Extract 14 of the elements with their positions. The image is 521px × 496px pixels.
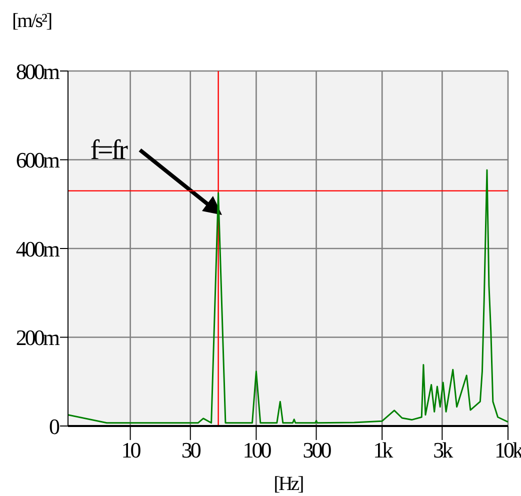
y-tick-label: 800m (16, 58, 60, 84)
y-tick-label: 400m (16, 236, 60, 262)
y-tick-label: 0 (49, 414, 60, 439)
x-axis-title: [Hz] (274, 473, 304, 495)
x-tick-label: 30 (181, 438, 202, 463)
x-tick-label: 300 (302, 438, 332, 463)
x-tick-label: 100 (242, 438, 272, 463)
x-tick-label: 3k (433, 438, 454, 463)
y-tick-label: 200m (16, 325, 60, 350)
annotation: f=fr (90, 135, 129, 166)
y-axis-title: [m/s²] (12, 10, 52, 33)
x-tick-label: 1k (373, 438, 394, 463)
y-tick-label: 600m (16, 148, 60, 173)
x-tick-label: 10 (121, 438, 142, 463)
